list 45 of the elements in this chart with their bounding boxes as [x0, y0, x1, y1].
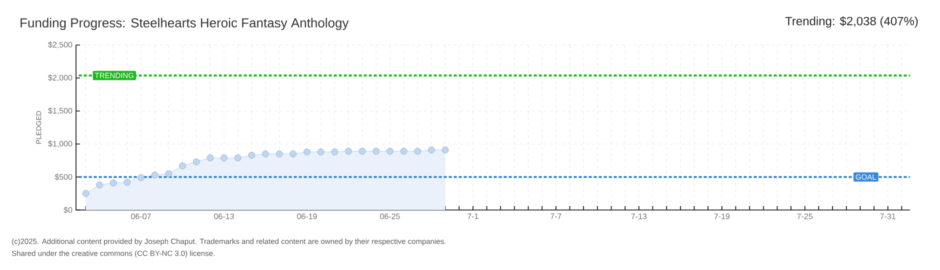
- chart-subtitle: Trending: $2,038 (407%): [785, 16, 918, 28]
- x-tick-label: 06-13: [214, 214, 234, 220]
- x-tick-label: 06-25: [380, 214, 400, 220]
- point: [192, 158, 200, 166]
- point: [331, 148, 338, 156]
- x-tick-label: 7-7: [550, 214, 562, 220]
- point: [138, 174, 144, 182]
- point: [234, 154, 242, 162]
- y-tick-label: $0: [64, 206, 72, 214]
- point: [206, 154, 214, 162]
- y-tick-label: $2,500: [48, 42, 72, 48]
- point: [220, 154, 228, 162]
- point: [428, 146, 435, 154]
- point: [345, 148, 352, 155]
- point: [372, 148, 380, 155]
- point: [248, 152, 256, 159]
- x-tick-label: 06-19: [297, 214, 317, 220]
- point: [82, 190, 90, 197]
- chart-title: Funding Progress: Steelhearts Heroic Fantasy Anthology: [20, 18, 349, 30]
- point: [304, 148, 310, 156]
- x-tick-label: 7-19: [714, 214, 730, 220]
- point: [386, 148, 394, 155]
- x-tick-label: 7-13: [631, 214, 647, 220]
- point: [290, 150, 297, 158]
- point: [179, 162, 186, 170]
- point: [317, 148, 324, 156]
- point: [96, 182, 103, 188]
- point: [151, 172, 158, 178]
- point: [358, 148, 366, 155]
- point: [400, 148, 408, 155]
- x-tick-label: 7-31: [880, 214, 896, 220]
- x-tick-label: 06-07: [131, 214, 151, 220]
- point: [110, 180, 117, 186]
- point: [124, 178, 131, 186]
- x-tick-label: 7-25: [797, 214, 813, 220]
- y-tick-label: $500: [54, 174, 72, 180]
- y-tick-label: $1,000: [48, 140, 72, 148]
- y-tick-label: $1,500: [48, 108, 72, 114]
- point: [414, 148, 422, 155]
- point: [262, 150, 269, 158]
- point: [165, 170, 172, 178]
- x-tick-label: 7-1: [468, 214, 478, 220]
- point: [442, 146, 449, 154]
- point: [276, 150, 283, 158]
- y-tick-label: $2,000: [48, 74, 72, 82]
